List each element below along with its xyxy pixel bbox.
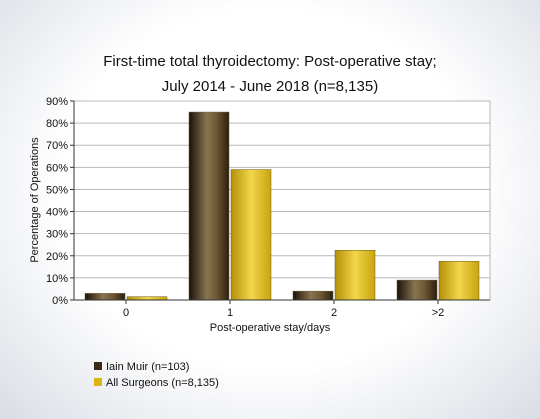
legend-label: Iain Muir (n=103) <box>106 361 189 373</box>
x-tick-labels: 0 1 2 >2 <box>123 307 444 319</box>
legend-swatch <box>94 378 102 386</box>
y-axis-title: Percentage of Operations <box>29 137 41 263</box>
chart-subtitle: July 2014 - June 2018 (n=8,135) <box>162 78 378 95</box>
y-tick-label: 0% <box>52 295 68 307</box>
legend-swatch <box>94 362 102 370</box>
bar-iain-muir-1 <box>188 111 230 301</box>
x-tick-label: >2 <box>432 307 445 319</box>
x-tick-label: 0 <box>123 307 129 319</box>
y-tick-label: 40% <box>46 207 68 219</box>
y-tick-label: 80% <box>46 118 68 130</box>
x-tick-label: 1 <box>227 307 233 319</box>
gridlines <box>74 100 491 301</box>
y-tick-label: 90% <box>46 96 68 108</box>
y-tick-labels: 0% 10% 20% 30% 40% 50% 60% 70% 80% 90% <box>46 96 68 307</box>
y-tick-label: 50% <box>46 184 68 196</box>
y-tick-label: 60% <box>46 162 68 174</box>
bar-iain-muir-2 <box>292 290 334 301</box>
x-axis-title: Post-operative stay/days <box>210 322 331 334</box>
chart-title: First-time total thyroidectomy: Post-ope… <box>103 53 436 70</box>
legend: Iain Muir (n=103) All Surgeons (n=8,135) <box>94 361 219 389</box>
bar-all-surgeons-3 <box>438 261 480 301</box>
bar-all-surgeons-2 <box>334 250 376 301</box>
y-tick-label: 20% <box>46 251 68 263</box>
bar-iain-muir-3 <box>396 279 438 301</box>
y-tick-label: 30% <box>46 229 68 241</box>
legend-label: All Surgeons (n=8,135) <box>106 377 219 389</box>
x-tick-label: 2 <box>331 307 337 319</box>
y-tick-label: 70% <box>46 140 68 152</box>
bar-iain-muir-0 <box>84 293 126 301</box>
y-tick-label: 10% <box>46 273 68 285</box>
plot-area <box>74 101 490 300</box>
axes <box>70 100 490 304</box>
bar-all-surgeons-1 <box>230 169 272 301</box>
